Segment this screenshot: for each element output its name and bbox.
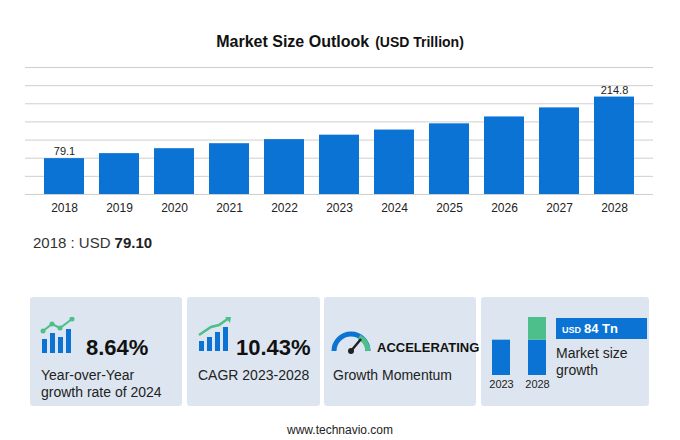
html-text:10.43%: 10.43% <box>236 335 311 360</box>
svg-text:2025: 2025 <box>436 201 463 215</box>
html-text:8.64%: 8.64% <box>86 335 149 360</box>
html-text:Year-over-Year: Year-over-Year <box>41 367 135 383</box>
svg-text:79.1: 79.1 <box>54 145 75 157</box>
svg-text:2023: 2023 <box>326 201 353 215</box>
svg-text:2020: 2020 <box>161 201 188 215</box>
svg-text:214.8: 214.8 <box>601 84 629 96</box>
svg-text:2027: 2027 <box>546 201 573 215</box>
svg-text:2022: 2022 <box>271 201 298 215</box>
svg-text:2024: 2024 <box>381 201 408 215</box>
svg-text:2021: 2021 <box>216 201 243 215</box>
html-text:2018 : USD 79.10: 2018 : USD 79.10 <box>33 234 153 251</box>
html-text:growth rate of 2024: growth rate of 2024 <box>41 384 162 400</box>
html-text:www.technavio.com: www.technavio.com <box>287 423 393 437</box>
svg-text:2018: 2018 <box>51 201 78 215</box>
svg-text:2028: 2028 <box>525 378 549 390</box>
html-text:CAGR 2023-2028: CAGR 2023-2028 <box>198 367 310 383</box>
html-text:Market Size Outlook (USD Trill: Market Size Outlook (USD Trillion) <box>216 33 464 50</box>
html-text:Growth Momentum: Growth Momentum <box>333 367 452 383</box>
svg-text:2026: 2026 <box>491 201 518 215</box>
html-text:USD 84 Tn: USD 84 Tn <box>562 321 618 336</box>
svg-text:2019: 2019 <box>106 201 133 215</box>
html-text:growth: growth <box>556 362 598 378</box>
svg-text:2023: 2023 <box>489 378 513 390</box>
html-text:Market size: Market size <box>556 345 628 361</box>
html-text:ACCELERATING: ACCELERATING <box>377 340 480 355</box>
svg-text:2028: 2028 <box>601 201 628 215</box>
